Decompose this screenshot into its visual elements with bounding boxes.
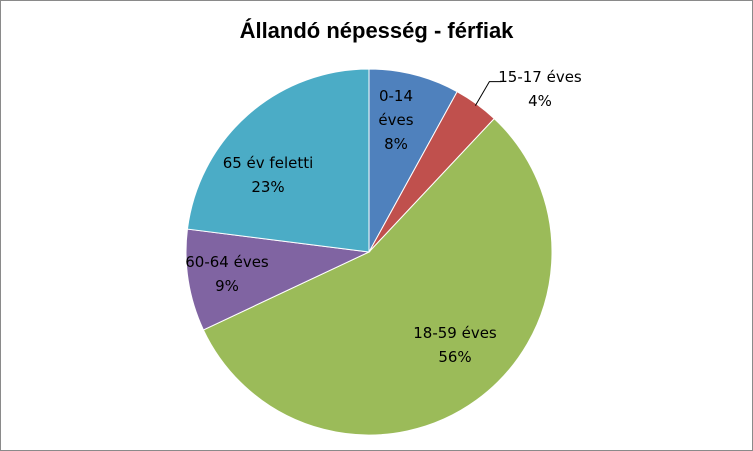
pie-slice-4 — [185, 228, 371, 331]
slice-label-1: 0-14 éves 8% — [378, 87, 413, 153]
slice-label-2: 15-17 éves 4% — [498, 68, 582, 110]
slice-label-4: 60-64 éves 9% — [185, 253, 269, 295]
leader-line-2 — [474, 81, 502, 106]
pie-slice-1 — [368, 68, 458, 253]
chart-title: Állandó népesség - férfiak — [239, 18, 514, 43]
pie-slice-5 — [186, 68, 370, 253]
slice-label-5: 65 év feletti 23% — [223, 154, 314, 196]
pie-labels: 0-14 éves 8% 15-17 éves 4% 18-59 éves 56% 60-64… — [185, 68, 582, 366]
slice-label-3: 18-59 éves 56% — [413, 324, 497, 366]
pie-slices — [185, 68, 553, 436]
pie-slice-3 — [202, 117, 553, 436]
